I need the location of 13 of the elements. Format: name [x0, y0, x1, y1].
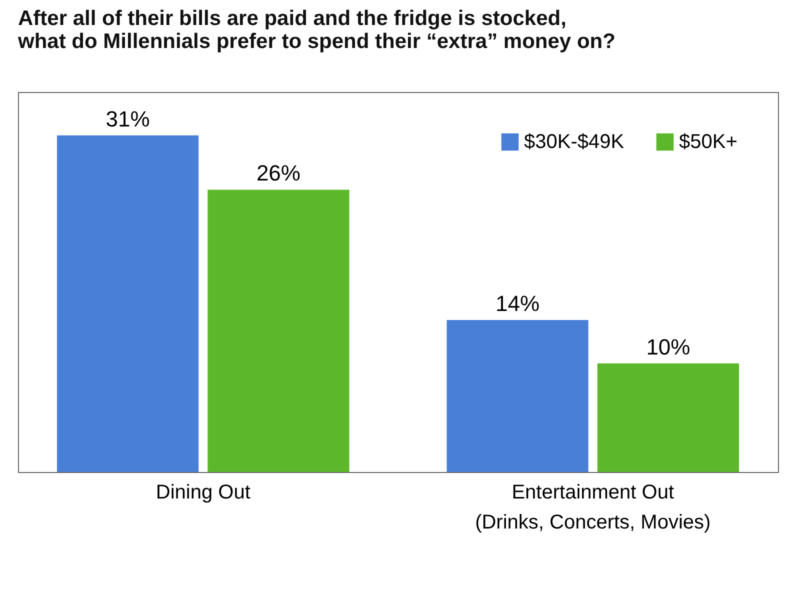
- x-tick-label: Dining Out: [156, 482, 251, 504]
- data-label: 10%: [646, 334, 690, 360]
- chart-title: After all of their bills are paid and the fridge is stocked, what do Millennials prefer to spend their “extra” money on?: [17, 7, 616, 53]
- bar: [446, 320, 588, 472]
- bar: [208, 190, 350, 472]
- legend-label: $50K+: [679, 131, 738, 153]
- data-label: 14%: [496, 291, 540, 316]
- bar: [56, 135, 199, 472]
- legend-label: $30K-$49K: [524, 131, 625, 153]
- x-tick-label: Entertainment Out (Drinks, Concerts, Movies): [475, 482, 711, 534]
- data-label: 26%: [256, 160, 300, 186]
- bar: [597, 363, 740, 472]
- data-label: 31%: [106, 106, 150, 132]
